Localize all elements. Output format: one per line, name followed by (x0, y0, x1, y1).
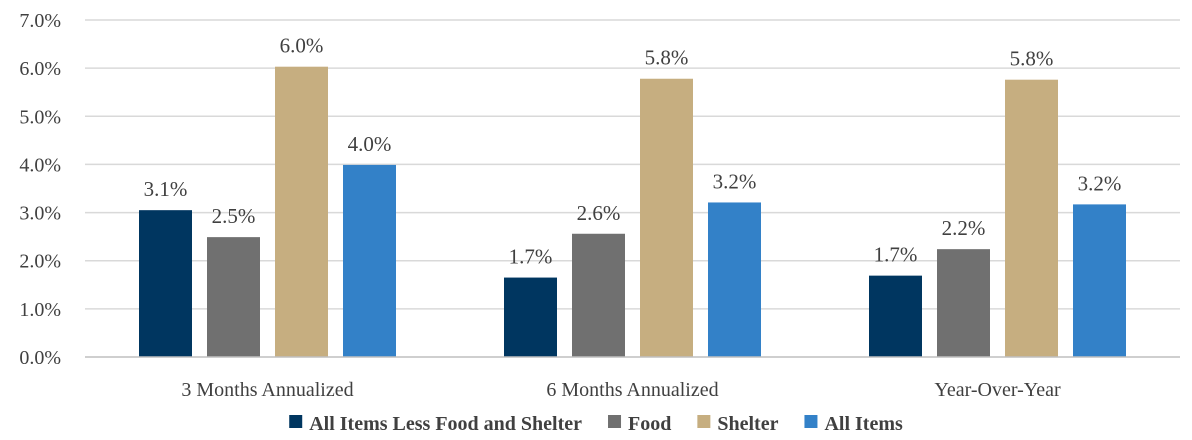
y-tick-label: 4.0% (19, 154, 61, 176)
legend-swatch (697, 415, 711, 428)
legend-label: Shelter (717, 413, 778, 435)
bar-food (572, 233, 625, 357)
bar-all-items-less-food-and-shelter (869, 275, 922, 357)
bar-food (937, 249, 990, 357)
data-label: 1.7% (509, 245, 553, 269)
data-label: 2.6% (577, 201, 621, 225)
y-tick-label: 1.0% (19, 299, 61, 321)
y-tick-label: 3.0% (19, 203, 61, 225)
bar-all-items-less-food-and-shelter (139, 210, 192, 357)
data-label: 5.8% (645, 46, 689, 70)
y-tick-label: 7.0% (19, 10, 61, 32)
data-label: 3.2% (1078, 171, 1122, 195)
legend-swatch (608, 415, 622, 428)
bar-all-items (708, 202, 761, 357)
data-labels: 3.1% 2.5% 6.0% 4.0% 1.7% 2.6% 5.8% 3.2% 1.7% 2.2%… (144, 34, 1122, 269)
data-label: 2.2% (942, 216, 986, 240)
bar-food (207, 237, 260, 357)
data-label: 5.8% (1010, 47, 1054, 71)
legend-swatch (804, 415, 818, 428)
y-tick-label: 6.0% (19, 58, 61, 80)
y-axis: 0.0% 1.0% 2.0% 3.0% 4.0% 5.0% 6.0% 7.0% (19, 10, 61, 369)
y-tick-label: 2.0% (19, 251, 61, 273)
data-label: 6.0% (280, 34, 324, 58)
bar-all-items (1073, 204, 1126, 357)
bar-shelter (275, 66, 328, 357)
x-tick-label: 3 Months Annualized (181, 379, 353, 401)
bars (139, 66, 1126, 357)
legend-swatch (289, 415, 303, 428)
data-label: 3.2% (713, 169, 757, 193)
bar-shelter (1005, 79, 1058, 357)
gridlines (85, 19, 1180, 310)
x-tick-label: 6 Months Annualized (546, 379, 718, 401)
legend-label: All Items Less Food and Shelter (309, 413, 582, 435)
y-tick-label: 0.0% (19, 347, 61, 369)
data-label: 1.7% (874, 243, 918, 267)
x-tick-label: Year-Over-Year (934, 379, 1061, 401)
legend-label: All Items (824, 413, 903, 435)
y-tick-label: 5.0% (19, 106, 61, 128)
bar-all-items (343, 164, 396, 357)
x-axis: 3 Months Annualized 6 Months Annualized Ye… (85, 356, 1180, 401)
legend: All Items Less Food and Shelter Food Shelt… (289, 413, 903, 435)
bar-all-items-less-food-and-shelter (504, 277, 557, 357)
bar-shelter (640, 78, 693, 357)
data-label: 2.5% (212, 204, 256, 228)
data-label: 3.1% (144, 177, 188, 201)
data-label: 4.0% (348, 132, 392, 156)
legend-label: Food (628, 413, 671, 435)
